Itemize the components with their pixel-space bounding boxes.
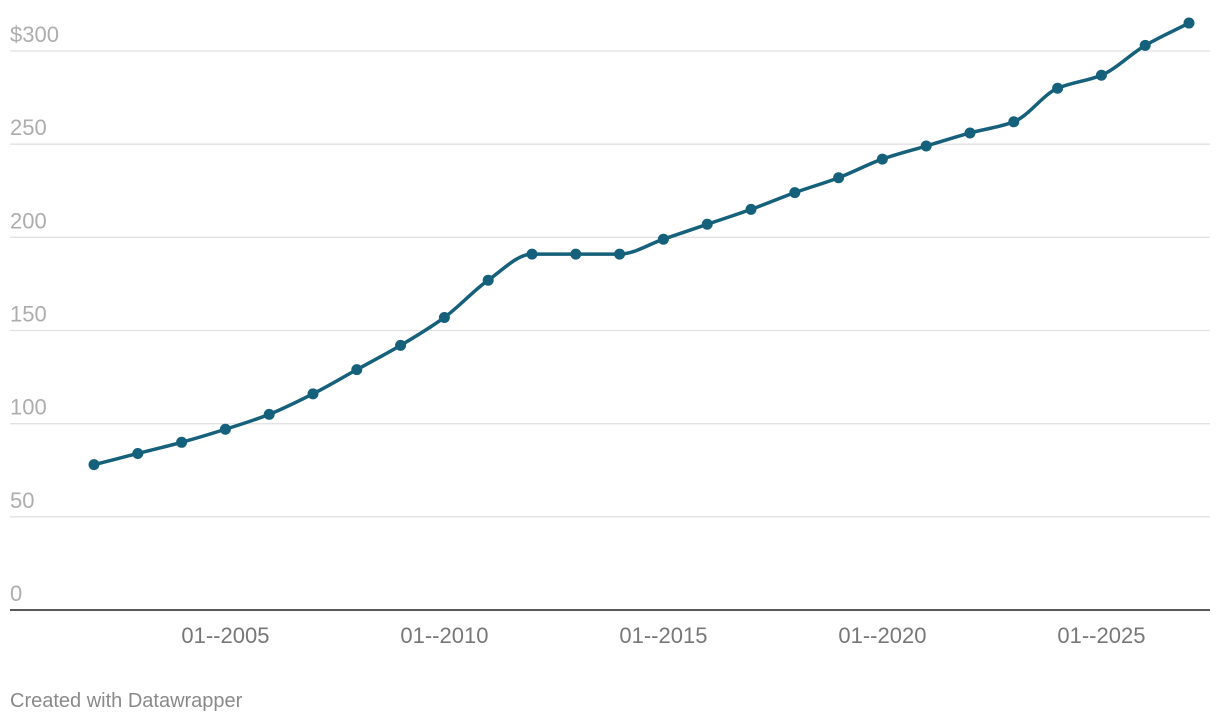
x-tick-label: 01--2025: [1057, 623, 1145, 648]
data-point: [1052, 82, 1064, 94]
x-tick-label: 01--2020: [838, 623, 926, 648]
data-point: [964, 127, 976, 139]
data-point: [1183, 17, 1195, 29]
data-point: [657, 233, 669, 245]
y-axis-tick-labels: 0 50 100 150 200 250 $300: [10, 22, 59, 606]
data-point: [526, 248, 538, 260]
data-point: [219, 423, 231, 435]
data-points: [88, 17, 1195, 471]
x-axis-tick-labels: 01--2005 01--2010 01--2015 01--2020 01--2025: [181, 623, 1145, 648]
data-point: [438, 311, 450, 323]
data-point: [570, 248, 582, 260]
data-point: [701, 218, 713, 230]
x-tick-label: 01--2015: [619, 623, 707, 648]
data-point: [482, 274, 494, 286]
data-point: [88, 459, 100, 471]
y-tick-label: 150: [10, 302, 47, 327]
data-point: [1095, 69, 1107, 81]
data-point: [745, 203, 757, 215]
data-point: [876, 153, 888, 165]
y-tick-label: 250: [10, 115, 47, 140]
data-point: [307, 388, 319, 400]
y-tick-label: 50: [10, 488, 34, 513]
y-tick-label: 100: [10, 395, 47, 420]
data-point: [833, 172, 845, 184]
y-tick-label: 200: [10, 208, 47, 233]
y-tick-label: $300: [10, 22, 59, 47]
x-tick-label: 01--2005: [181, 623, 269, 648]
data-point: [351, 364, 363, 376]
data-point: [132, 447, 144, 459]
data-point: [920, 140, 932, 152]
series-line: [92, 21, 1191, 467]
data-point: [1139, 39, 1151, 51]
x-tick-label: 01--2010: [400, 623, 488, 648]
data-point: [1008, 116, 1020, 128]
data-point: [176, 436, 188, 448]
gridlines: [10, 50, 1210, 518]
data-point: [395, 339, 407, 351]
y-tick-label: 0: [10, 581, 22, 606]
data-point: [263, 408, 275, 420]
data-point: [789, 187, 801, 199]
data-point: [614, 248, 626, 260]
footer-credit: Created with Datawrapper: [10, 690, 243, 712]
